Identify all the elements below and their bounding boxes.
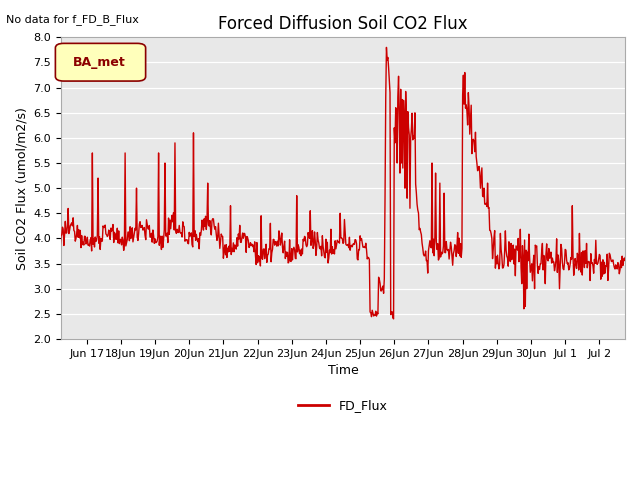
Y-axis label: Soil CO2 Flux (umol/m2/s): Soil CO2 Flux (umol/m2/s) [15, 107, 28, 270]
Text: BA_met: BA_met [73, 57, 125, 70]
Legend: FD_Flux: FD_Flux [293, 394, 393, 417]
Title: Forced Diffusion Soil CO2 Flux: Forced Diffusion Soil CO2 Flux [218, 15, 468, 33]
X-axis label: Time: Time [328, 364, 358, 377]
Text: No data for f_FD_B_Flux: No data for f_FD_B_Flux [6, 14, 140, 25]
FancyBboxPatch shape [56, 43, 146, 81]
